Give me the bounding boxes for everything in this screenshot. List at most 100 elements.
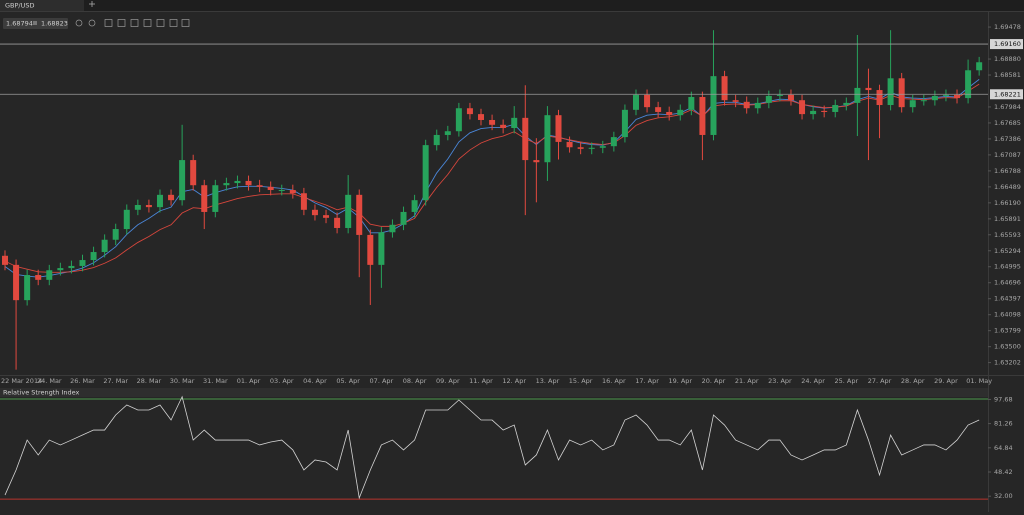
plot: 1.69478 1.68880 1.68581 1.67984 1.67685 1.673… xyxy=(0,23,1023,500)
candle-body xyxy=(555,115,562,142)
x-tick-label: 20. Apr xyxy=(702,377,726,385)
ask-price: 1.68823 xyxy=(41,20,68,28)
y-tick-label: 1.66190 xyxy=(994,199,1021,207)
zoom-out[interactable] xyxy=(88,19,96,27)
y-tick-label: 1.66788 xyxy=(994,167,1021,175)
candle-body xyxy=(876,90,883,106)
candle-body xyxy=(743,101,750,109)
candle-body xyxy=(378,232,385,265)
candle-body xyxy=(24,275,31,301)
zoom-in[interactable] xyxy=(75,19,83,27)
candle-body xyxy=(2,255,8,265)
draw-tool[interactable] xyxy=(156,19,165,27)
chart-type-tool[interactable] xyxy=(117,19,126,27)
candle-body xyxy=(13,264,20,301)
y-tick-label: 1.67984 xyxy=(994,103,1021,111)
settings-tool[interactable] xyxy=(181,19,190,27)
quote-separator xyxy=(33,21,37,25)
candle-body xyxy=(289,190,296,194)
candle-body xyxy=(832,105,839,112)
y-tick-label: 1.65294 xyxy=(994,247,1021,255)
candle-body xyxy=(666,111,673,116)
x-tick-label: 09. Apr xyxy=(436,377,460,385)
candle-body xyxy=(256,185,263,187)
price-level-box xyxy=(990,89,1023,100)
x-tick-label: 25. Apr xyxy=(834,377,858,385)
crosshair-tool[interactable] xyxy=(104,19,113,27)
candle-body xyxy=(931,95,938,101)
candle-body xyxy=(300,193,307,210)
y-tick-label: 1.64696 xyxy=(994,279,1021,287)
x-tick-label: 12. Apr xyxy=(502,377,526,385)
candle-body xyxy=(345,194,352,228)
candle-body xyxy=(566,141,573,148)
candle-body xyxy=(909,100,916,108)
candle-body xyxy=(511,117,518,129)
candle-body xyxy=(588,147,595,149)
x-tick-label: 05. Apr xyxy=(336,377,360,385)
y-tick-label: 1.67087 xyxy=(994,151,1021,159)
candle-body xyxy=(732,100,739,102)
tab[interactable] xyxy=(0,0,84,11)
candle-body xyxy=(389,224,396,233)
y-tick-label: 1.68581 xyxy=(994,71,1021,79)
x-tick-label: 07. Apr xyxy=(370,377,394,385)
x-tick-label: 28. Mar xyxy=(137,377,162,385)
candle-body xyxy=(699,97,706,135)
x-tick-label: 19. Apr xyxy=(668,377,692,385)
candle-body xyxy=(821,110,828,112)
x-tick-label: 23. Apr xyxy=(768,377,792,385)
add-tab-button[interactable] xyxy=(89,1,95,7)
x-tick-label: 24. Apr xyxy=(801,377,825,385)
price-level-box xyxy=(990,39,1023,50)
x-tick-label: 17. Apr xyxy=(635,377,659,385)
candle-body xyxy=(46,270,53,280)
candle-body xyxy=(721,76,728,101)
candle-body xyxy=(599,146,606,148)
candle-body xyxy=(168,194,175,201)
x-tick-label: 26. Mar xyxy=(70,377,95,385)
x-tick-label: 31. Mar xyxy=(203,377,228,385)
candle-body xyxy=(942,94,949,96)
candle-body xyxy=(455,108,462,132)
candle-body xyxy=(887,78,894,106)
candle-body xyxy=(179,160,186,201)
candle-body xyxy=(644,94,651,108)
candle-body xyxy=(610,137,617,147)
candle-body xyxy=(500,124,507,129)
candle-body xyxy=(799,100,806,115)
x-tick-label: 08. Apr xyxy=(403,377,427,385)
candle-body xyxy=(323,215,330,218)
y-tick-label: 1.63202 xyxy=(994,359,1021,367)
tool-icons xyxy=(75,19,190,27)
x-tick-label: 29. Apr xyxy=(934,377,958,385)
candle-body xyxy=(754,102,761,109)
candle-body xyxy=(35,275,42,280)
candle-body xyxy=(444,131,451,135)
indicator-tool[interactable] xyxy=(130,19,139,27)
candle-body xyxy=(466,108,473,115)
y-tick-label: 1.69478 xyxy=(994,23,1021,31)
moving-average xyxy=(4,83,980,273)
fit-tool[interactable] xyxy=(143,19,152,27)
candle-body xyxy=(190,160,197,186)
y-tick-label: 1.63500 xyxy=(994,343,1021,351)
candle-body xyxy=(311,209,318,216)
candle-body xyxy=(544,115,551,163)
candle-body xyxy=(411,200,418,212)
line-tool[interactable] xyxy=(169,19,178,27)
candle-body xyxy=(356,194,363,235)
candle-body xyxy=(422,145,429,201)
y-tick-label: 1.68880 xyxy=(994,55,1021,63)
candle-body xyxy=(577,147,584,149)
candle-body xyxy=(765,95,772,103)
candle-body xyxy=(710,76,717,135)
x-tick-label: 21. Apr xyxy=(735,377,759,385)
y-tick-label: 1.65891 xyxy=(994,215,1021,223)
y-tick-label: 1.67685 xyxy=(994,119,1021,127)
candle-body xyxy=(267,186,274,191)
candle-body xyxy=(843,102,850,106)
